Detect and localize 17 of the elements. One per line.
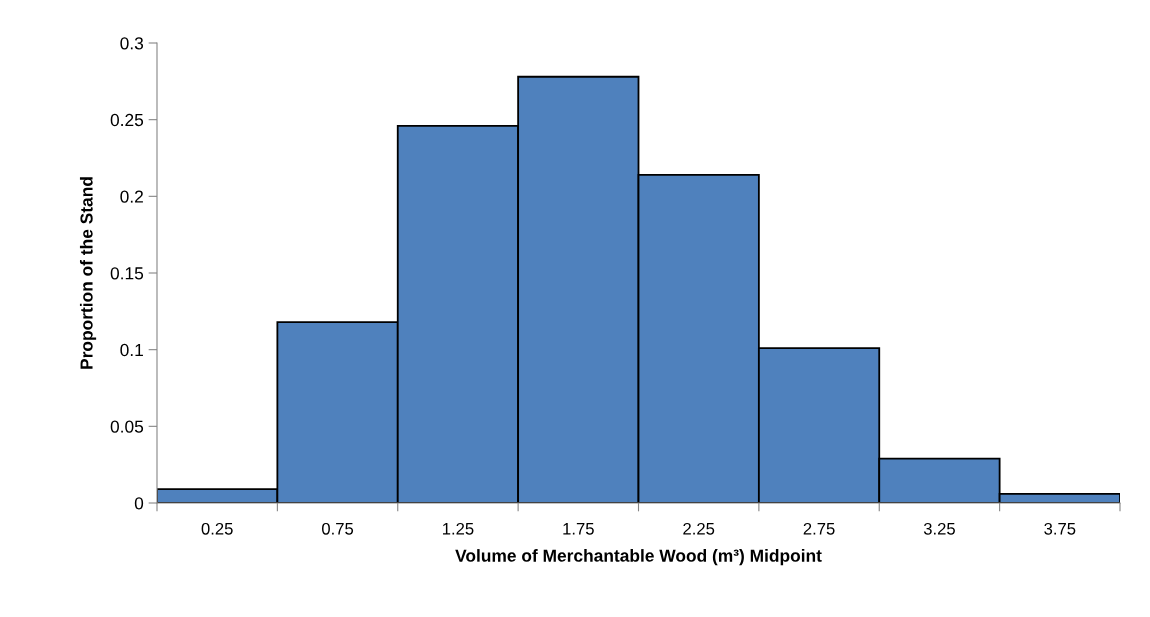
x-tick-label: 3.25: [923, 522, 955, 535]
x-tick-label: 0.25: [201, 522, 233, 535]
x-tick-label: 1.75: [563, 523, 594, 535]
y-tick-label: 0.2: [120, 190, 143, 203]
x-tick-label: 0.75: [322, 522, 354, 535]
y-tick-label: 0.15: [110, 267, 144, 280]
y-tick-label: 0.3: [120, 37, 144, 50]
x-tick-label: 2.75: [803, 522, 835, 535]
x-tick-label: 1.25: [442, 522, 474, 535]
y-tick-label: 0: [134, 497, 144, 510]
x-tick-label: 3.75: [1044, 522, 1076, 535]
y-tick-label: 0.25: [110, 113, 144, 127]
y-tick-label: 0.05: [110, 420, 144, 433]
y-tick-label: 0.1: [120, 343, 143, 357]
x-axis-title: Volume of Merchantable Wood (m³) Midpoint: [455, 549, 822, 566]
x-tick-label: 2.25: [683, 522, 715, 535]
y-axis-title: Proportion of the Stand: [79, 177, 97, 369]
